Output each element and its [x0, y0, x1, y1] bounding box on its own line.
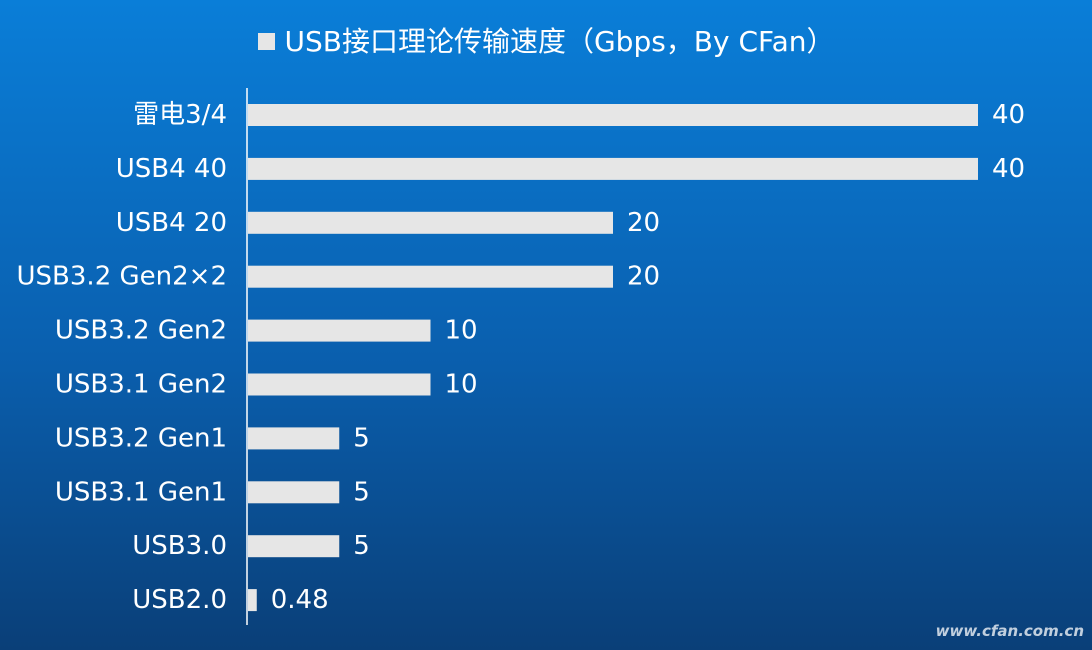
data-label: 5 [353, 423, 370, 453]
bar [248, 211, 613, 234]
data-label: 40 [992, 100, 1025, 130]
data-labels-group: 40 40 20 20 10 10 5 5 5 0.48 [271, 100, 1025, 615]
bar [248, 373, 431, 396]
category-label: USB3.2 Gen2×2 [17, 262, 227, 292]
category-labels-group: 雷电3/4 USB4 40 USB4 20 USB3.2 Gen2×2 USB3.2 G… [17, 100, 227, 615]
category-label: USB3.0 [132, 531, 227, 561]
category-label: USB3.2 Gen1 [55, 423, 227, 453]
data-label: 20 [627, 208, 660, 238]
category-label: USB3.2 Gen2 [55, 316, 227, 346]
bars-group [248, 104, 978, 612]
legend-swatch [257, 33, 275, 50]
bar [248, 157, 978, 180]
category-label: USB4 20 [116, 208, 227, 238]
bar [248, 427, 340, 450]
data-label: 5 [353, 531, 370, 561]
data-label: 10 [445, 370, 478, 400]
category-label: 雷电3/4 [133, 100, 227, 130]
legend-label: USB接口理论传输速度（Gbps，By CFan） [284, 25, 835, 58]
category-label: USB2.0 [132, 585, 227, 615]
data-label: 20 [627, 262, 660, 292]
bar [248, 535, 340, 558]
data-label: 0.48 [271, 585, 329, 615]
category-label: USB3.1 Gen2 [55, 370, 227, 400]
data-label: 10 [445, 316, 478, 346]
bar [248, 265, 613, 288]
data-label: 40 [992, 154, 1025, 184]
data-label: 5 [353, 477, 370, 507]
bar [248, 319, 431, 342]
watermark: www.cfan.com.cn [935, 622, 1084, 640]
bar [248, 104, 978, 126]
category-label: USB3.1 Gen1 [55, 477, 227, 507]
bar [248, 589, 257, 612]
category-label: USB4 40 [116, 154, 227, 184]
legend: USB接口理论传输速度（Gbps，By CFan） [0, 26, 1092, 58]
bar [248, 481, 340, 504]
